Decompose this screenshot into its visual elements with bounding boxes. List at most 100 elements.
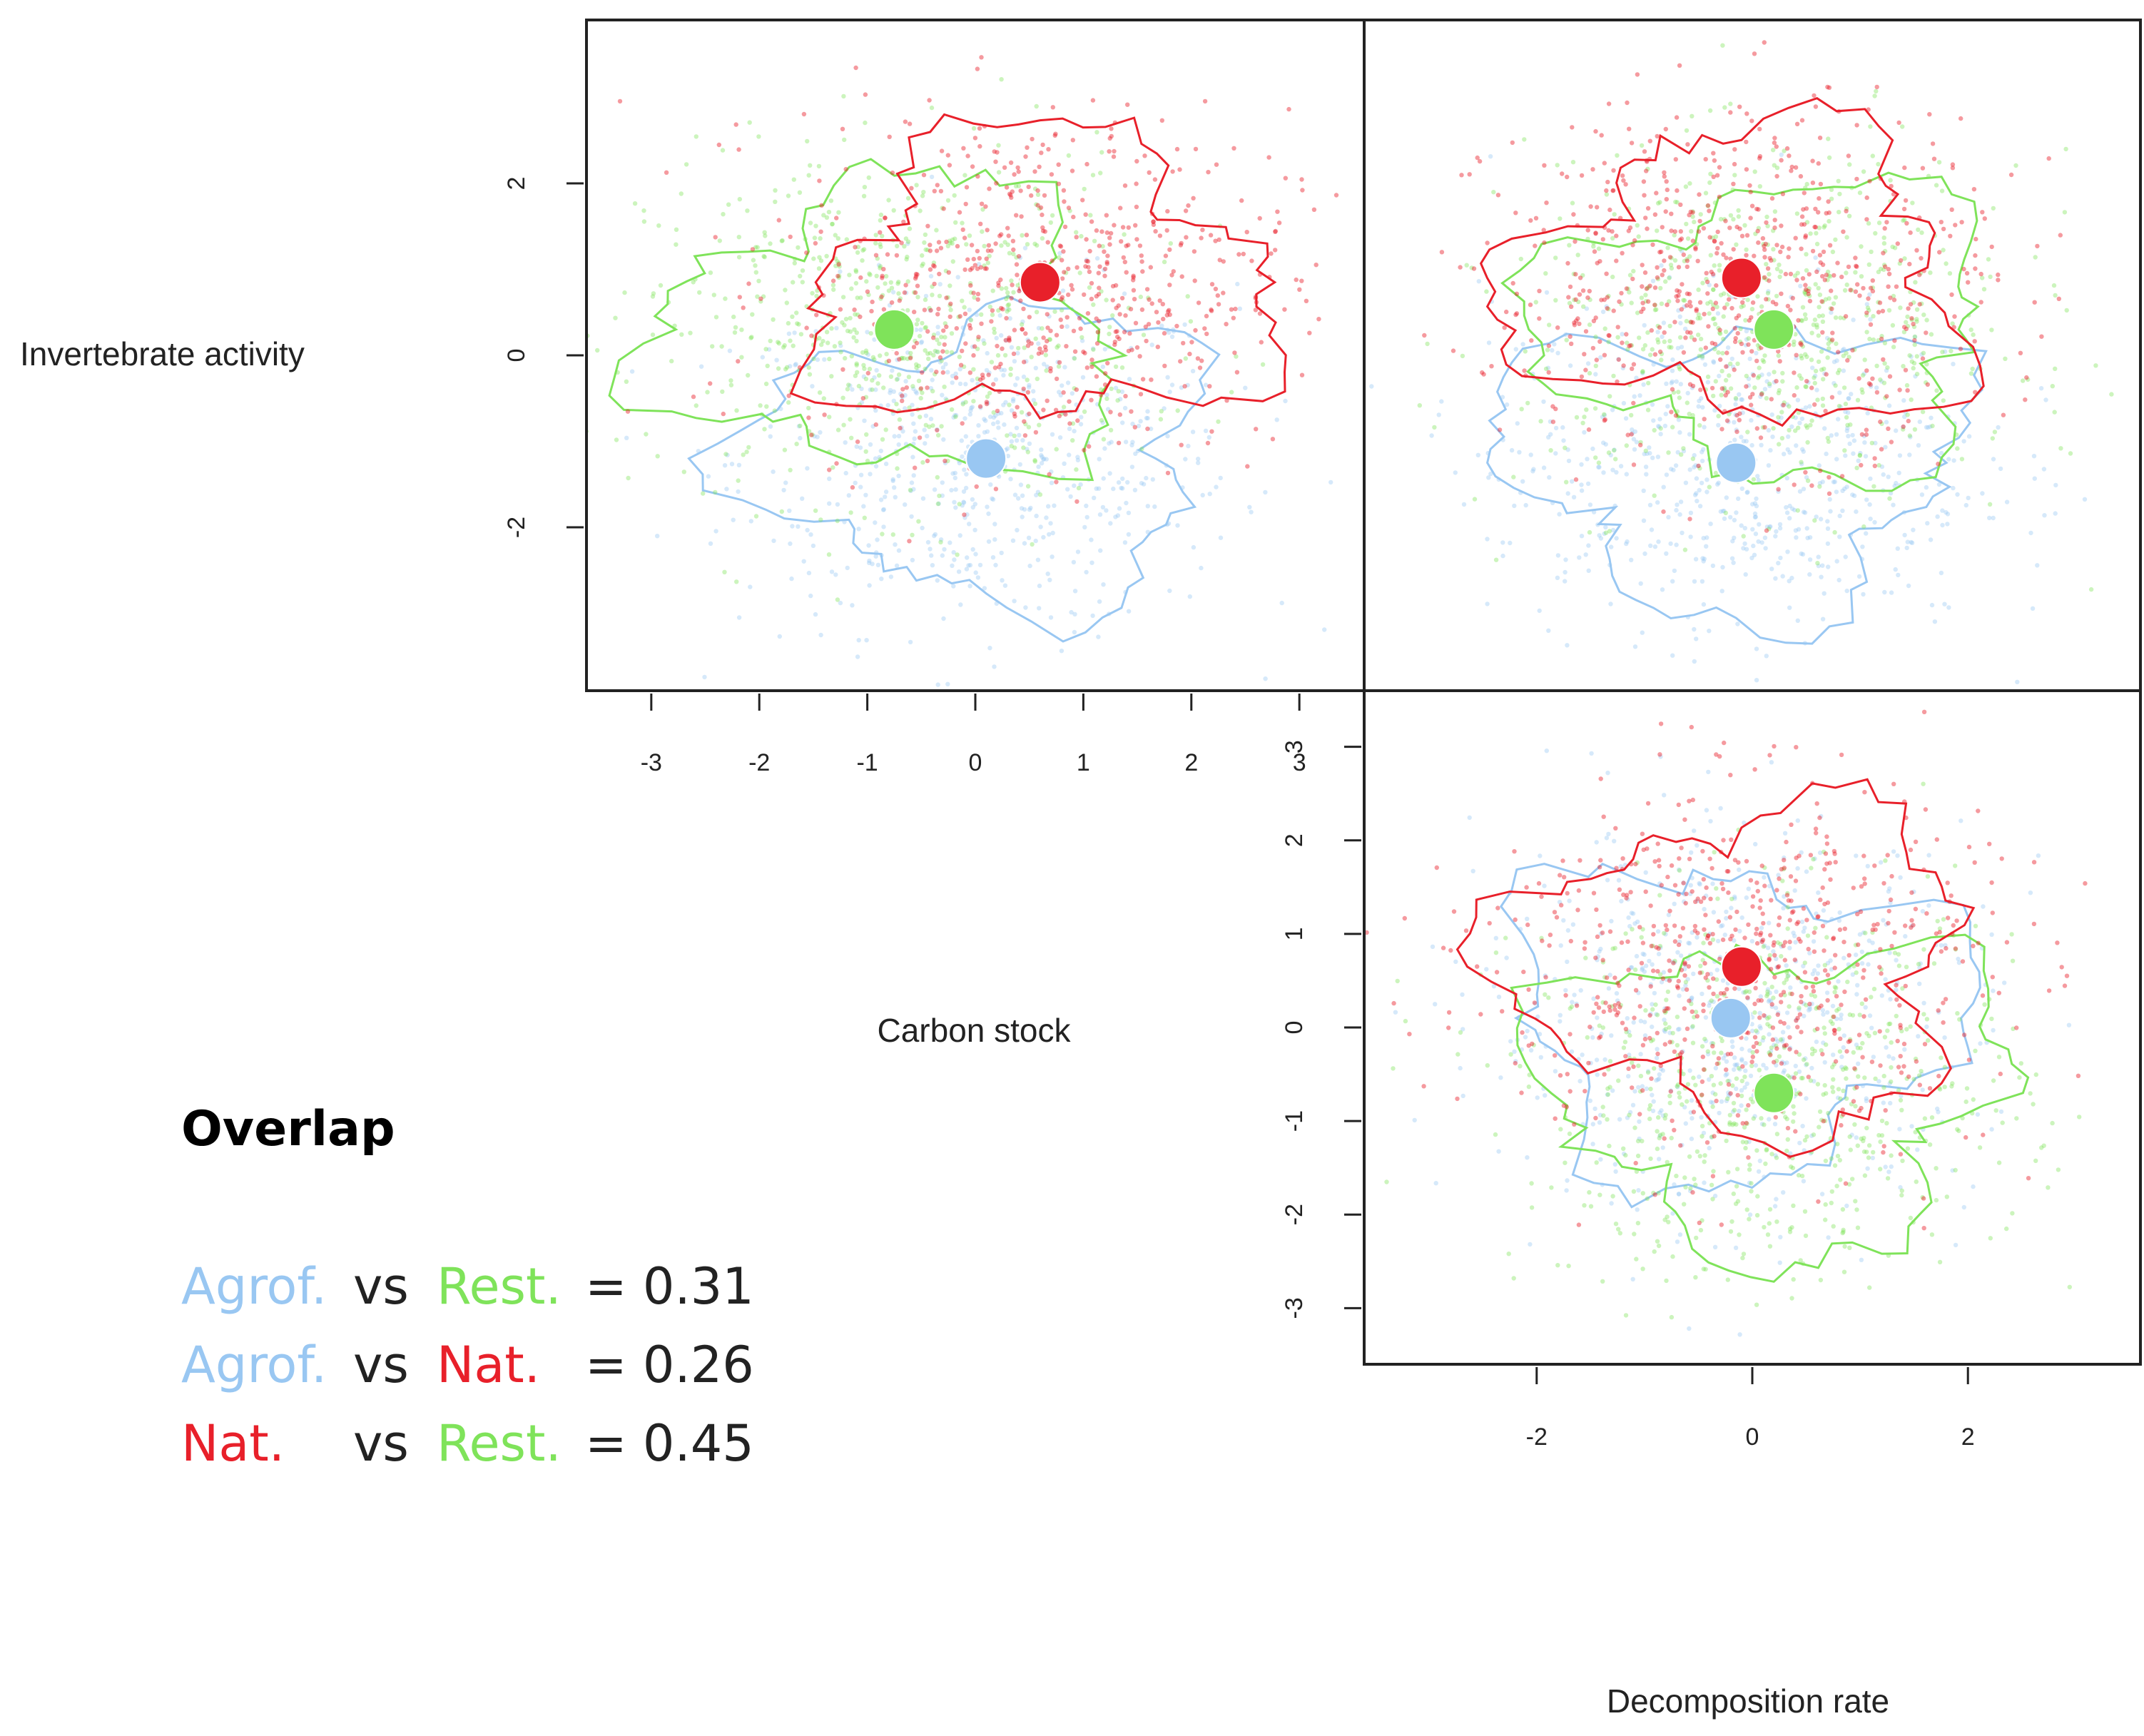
data-point-agrof [1747, 1048, 1752, 1053]
data-point-rest [1766, 297, 1771, 302]
data-point-agrof [1648, 543, 1653, 548]
data-point-rest [824, 253, 829, 259]
data-point-nat [1467, 172, 1472, 177]
data-point-nat [1152, 177, 1158, 182]
data-point-rest [1831, 1014, 1836, 1020]
data-point-nat [1528, 303, 1533, 308]
data-point-nat [1906, 306, 1911, 311]
data-point-rest [1713, 234, 1719, 239]
data-point-nat [716, 142, 721, 148]
data-point-nat [1641, 306, 1646, 311]
data-point-agrof [952, 557, 957, 562]
data-point-agrof [1075, 457, 1081, 462]
data-point-nat [853, 245, 858, 250]
data-point-agrof [1218, 535, 1224, 540]
data-point-nat [1010, 238, 1016, 243]
data-point-agrof [1776, 489, 1781, 494]
data-point-rest [945, 350, 950, 355]
data-point-agrof [1776, 873, 1781, 878]
data-point-nat [1075, 418, 1080, 423]
data-point-agrof [1655, 929, 1661, 934]
data-point-rest [1623, 931, 1628, 936]
data-point-rest [1667, 1093, 1672, 1099]
data-point-agrof [952, 499, 957, 504]
data-point-agrof [1814, 911, 1819, 916]
data-point-agrof [935, 331, 940, 336]
data-point-agrof [1926, 903, 1931, 908]
data-point-agrof [892, 434, 897, 439]
data-point-rest [1838, 315, 1843, 320]
data-point-nat [1620, 250, 1625, 255]
data-point-rest [1070, 421, 1076, 426]
data-point-agrof [1680, 1142, 1685, 1148]
data-point-rest [1146, 295, 1151, 300]
data-point-nat [1032, 169, 1037, 174]
data-point-agrof [1557, 512, 1562, 517]
data-point-agrof [1759, 540, 1764, 545]
data-point-rest [1771, 148, 1776, 153]
data-point-agrof [1034, 492, 1039, 498]
data-point-agrof [1820, 1007, 1826, 1013]
data-point-rest [674, 227, 679, 232]
data-point-agrof [1763, 1014, 1768, 1019]
data-point-agrof [1649, 527, 1655, 532]
data-point-rest [1627, 290, 1632, 295]
data-point-rest [950, 241, 955, 246]
data-point-agrof [1237, 306, 1243, 311]
data-point-agrof [1856, 458, 1861, 463]
data-point-agrof [1845, 425, 1850, 431]
data-point-rest [1839, 1114, 1844, 1119]
data-point-nat [1744, 111, 1749, 116]
data-point-rest [1563, 1160, 1568, 1165]
data-point-rest [2053, 366, 2058, 371]
data-point-rest [666, 300, 671, 305]
density-contour-rest [1500, 171, 1980, 492]
data-point-agrof [1702, 1180, 1707, 1185]
data-point-nat [1824, 210, 1829, 215]
data-point-rest [2093, 363, 2098, 368]
data-point-rest [1776, 353, 1781, 358]
data-point-agrof [1761, 1062, 1766, 1067]
data-point-rest [776, 340, 781, 345]
data-point-agrof [1921, 1000, 1926, 1006]
data-point-nat [1687, 213, 1692, 218]
data-point-agrof [1680, 1049, 1685, 1054]
data-point-agrof [1810, 971, 1815, 977]
data-point-agrof [1627, 923, 1632, 929]
data-point-agrof [834, 325, 839, 330]
data-point-rest [1881, 235, 1886, 240]
data-point-agrof [1726, 1090, 1731, 1095]
data-point-agrof [1724, 1098, 1729, 1104]
data-point-rest [1898, 1097, 1904, 1103]
data-point-nat [1004, 315, 1009, 321]
data-point-agrof [1939, 570, 1944, 576]
data-point-agrof [1117, 506, 1122, 511]
data-point-nat [1254, 300, 1259, 305]
data-point-rest [845, 387, 850, 392]
data-point-nat [1604, 188, 1609, 193]
data-point-nat [1181, 340, 1186, 346]
data-point-rest [952, 236, 957, 241]
data-point-agrof [1604, 836, 1610, 841]
data-point-nat [971, 290, 976, 295]
data-point-agrof [1830, 1003, 1836, 1009]
data-point-nat [1314, 263, 1319, 268]
data-point-rest [1861, 169, 1866, 174]
data-point-agrof [1765, 945, 1771, 950]
data-point-rest [1769, 985, 1774, 990]
data-point-agrof [1913, 374, 1918, 379]
data-point-rest [1759, 304, 1764, 309]
data-point-nat [1917, 302, 1922, 307]
data-point-agrof [1145, 504, 1151, 509]
data-point-rest [1622, 1040, 1628, 1045]
data-point-nat [1060, 324, 1065, 329]
data-point-rest [1774, 1132, 1780, 1137]
data-point-rest [1765, 1016, 1770, 1021]
data-point-rest [1731, 1100, 1737, 1106]
data-point-agrof [1694, 636, 1699, 641]
data-point-rest [656, 223, 661, 228]
data-point-agrof [1794, 443, 1799, 448]
data-point-nat [1949, 207, 1954, 212]
data-point-nat [1807, 298, 1813, 304]
data-point-rest [1865, 305, 1871, 310]
